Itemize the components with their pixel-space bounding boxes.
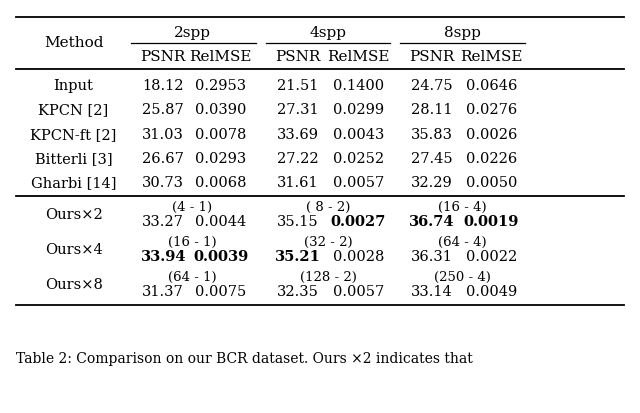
Text: 0.0293: 0.0293 (195, 152, 246, 166)
Text: 0.0057: 0.0057 (333, 285, 384, 299)
Text: Ours×2: Ours×2 (45, 208, 102, 222)
Text: 35.15: 35.15 (276, 215, 319, 229)
Text: 0.0299: 0.0299 (333, 103, 384, 117)
Text: RelMSE: RelMSE (327, 50, 390, 64)
Text: 27.31: 27.31 (276, 103, 319, 117)
Text: 32.29: 32.29 (411, 176, 453, 190)
Text: 26.67: 26.67 (142, 152, 184, 166)
Text: (16 - 4): (16 - 4) (438, 201, 486, 214)
Text: (128 - 2): (128 - 2) (300, 271, 356, 285)
Text: 33.27: 33.27 (142, 215, 184, 229)
Text: Input: Input (54, 79, 93, 93)
Text: 4spp: 4spp (310, 26, 347, 40)
Text: 0.0390: 0.0390 (195, 103, 246, 117)
Text: 33.94: 33.94 (140, 250, 186, 264)
Text: 27.45: 27.45 (411, 152, 453, 166)
Text: 21.51: 21.51 (277, 79, 318, 93)
Text: 0.0276: 0.0276 (466, 103, 517, 117)
Text: 32.35: 32.35 (276, 285, 319, 299)
Text: 36.31: 36.31 (411, 250, 453, 264)
Text: (4 - 1): (4 - 1) (172, 201, 212, 214)
Text: Bitterli [3]: Bitterli [3] (35, 152, 113, 166)
Text: 31.37: 31.37 (142, 285, 184, 299)
Text: 31.03: 31.03 (142, 128, 184, 142)
Text: 0.0028: 0.0028 (333, 250, 384, 264)
Text: 27.22: 27.22 (276, 152, 319, 166)
Text: 0.0027: 0.0027 (331, 215, 386, 229)
Text: (64 - 1): (64 - 1) (168, 271, 216, 285)
Text: 33.14: 33.14 (411, 285, 453, 299)
Text: 0.0075: 0.0075 (195, 285, 246, 299)
Text: 0.0050: 0.0050 (466, 176, 517, 190)
Text: 0.0044: 0.0044 (195, 215, 246, 229)
Text: 0.0026: 0.0026 (466, 128, 517, 142)
Text: 36.74: 36.74 (409, 215, 455, 229)
Text: 24.75: 24.75 (411, 79, 453, 93)
Text: PSNR: PSNR (275, 50, 320, 64)
Text: 35.83: 35.83 (411, 128, 453, 142)
Text: 0.0019: 0.0019 (464, 215, 519, 229)
Text: RelMSE: RelMSE (189, 50, 252, 64)
Text: 0.0057: 0.0057 (333, 176, 384, 190)
Text: Ours×4: Ours×4 (45, 243, 102, 257)
Text: 25.87: 25.87 (142, 103, 184, 117)
Text: ( 8 - 2): ( 8 - 2) (306, 201, 351, 214)
Text: 0.0043: 0.0043 (333, 128, 384, 142)
Text: 0.0226: 0.0226 (466, 152, 517, 166)
Text: 30.73: 30.73 (142, 176, 184, 190)
Text: 28.11: 28.11 (412, 103, 452, 117)
Text: (32 - 2): (32 - 2) (304, 236, 353, 249)
Text: KPCN-ft [2]: KPCN-ft [2] (31, 128, 116, 142)
Text: 0.0068: 0.0068 (195, 176, 246, 190)
Text: (250 - 4): (250 - 4) (434, 271, 490, 285)
Text: 2spp: 2spp (173, 26, 211, 40)
Text: 33.69: 33.69 (276, 128, 319, 142)
Text: 0.0039: 0.0039 (193, 250, 248, 264)
Text: Table 2: Comparison on our BCR dataset. Ours ×2 indicates that: Table 2: Comparison on our BCR dataset. … (16, 352, 473, 366)
Text: 18.12: 18.12 (143, 79, 184, 93)
Text: 0.1400: 0.1400 (333, 79, 384, 93)
Text: 31.61: 31.61 (276, 176, 319, 190)
Text: 35.21: 35.21 (275, 250, 321, 264)
Text: Ours×8: Ours×8 (45, 278, 102, 292)
Text: PSNR: PSNR (410, 50, 454, 64)
Text: 0.0252: 0.0252 (333, 152, 384, 166)
Text: 0.0022: 0.0022 (466, 250, 517, 264)
Text: 0.0078: 0.0078 (195, 128, 246, 142)
Text: Method: Method (44, 36, 103, 50)
Text: 0.0646: 0.0646 (466, 79, 517, 93)
Text: RelMSE: RelMSE (460, 50, 523, 64)
Text: (64 - 4): (64 - 4) (438, 236, 486, 249)
Text: KPCN [2]: KPCN [2] (38, 103, 109, 117)
Text: Gharbi [14]: Gharbi [14] (31, 176, 116, 190)
Text: 0.0049: 0.0049 (466, 285, 517, 299)
Text: (16 - 1): (16 - 1) (168, 236, 216, 249)
Text: 8spp: 8spp (444, 26, 481, 40)
Text: 0.2953: 0.2953 (195, 79, 246, 93)
Text: PSNR: PSNR (141, 50, 186, 64)
